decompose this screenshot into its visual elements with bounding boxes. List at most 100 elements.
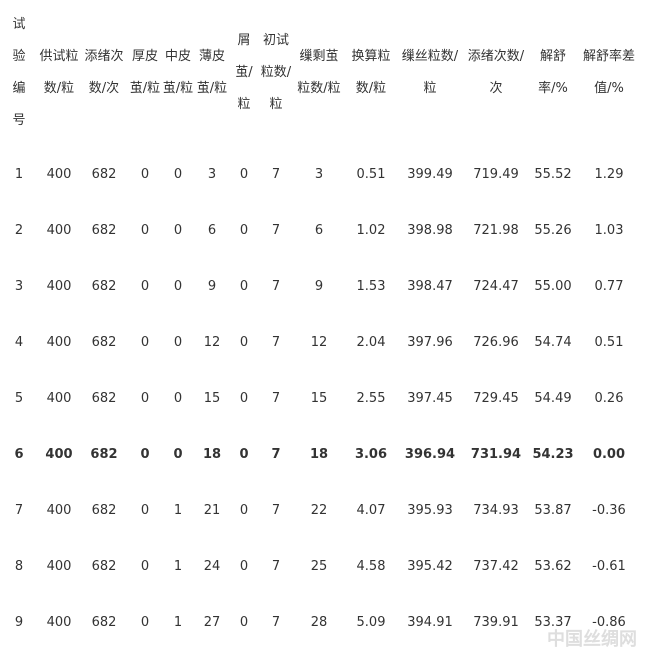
column-header: 初试粒数/粒 — [260, 33, 292, 112]
table-row: 2 400 682 0 0 6 0 7 6 1.02 398.98 721.98 55.26 1.03 — [0, 202, 642, 258]
column-header: 添绪次数/次 — [467, 49, 525, 96]
table-cell: 400 — [46, 502, 72, 518]
table-cell: 2.55 — [356, 390, 386, 406]
table-cell: 54.74 — [534, 334, 572, 350]
table-cell: 0 — [239, 558, 249, 574]
table-cell: 400 — [46, 222, 72, 238]
table-cell: 397.96 — [407, 334, 453, 350]
column-header: 缫丝粒数/粒 — [401, 49, 459, 96]
table-cell: 2.04 — [356, 334, 386, 350]
table-cell: 4 — [14, 334, 24, 350]
table-cell: 4.58 — [356, 558, 386, 574]
table-cell: 24 — [203, 558, 221, 574]
table-cell: 22 — [310, 502, 328, 518]
table-cell: 7 — [271, 278, 281, 294]
table-cell: 7 — [271, 390, 281, 406]
table-cell: 55.00 — [534, 278, 572, 294]
table-cell: 9 — [314, 278, 324, 294]
table-cell: 6 — [14, 446, 24, 462]
table-cell: 682 — [91, 390, 117, 406]
data-table: 试验编号 供试粒数/粒 添绪次数/次 厚皮茧/粒 中皮茧/粒 薄皮茧/粒 屑茧/粒 初试粒数/… — [0, 0, 642, 630]
column-header: 添绪次数/次 — [84, 49, 124, 96]
column-header: 解舒率/% — [538, 49, 568, 96]
table-row: 6 400 682 0 0 18 0 7 18 3.06 396.94 731.94 54.23 0.00 — [0, 426, 642, 482]
table-cell: 682 — [91, 166, 117, 182]
table-cell: 5.09 — [356, 614, 386, 630]
table-cell: 400 — [45, 446, 73, 462]
table-cell: 0.00 — [592, 446, 626, 462]
table-cell: 55.26 — [534, 222, 572, 238]
table-cell: 0 — [140, 558, 150, 574]
table-cell: 0 — [239, 222, 249, 238]
table-cell: 0.51 — [356, 166, 386, 182]
table-cell: 0 — [239, 278, 249, 294]
table-cell: 0 — [173, 390, 183, 406]
table-cell: 719.49 — [473, 166, 519, 182]
table-cell: 5 — [14, 390, 24, 406]
table-cell: 8 — [14, 558, 24, 574]
table-cell: 400 — [46, 558, 72, 574]
table-cell: 0 — [239, 166, 249, 182]
table-cell: 1 — [173, 558, 183, 574]
table-cell: 53.62 — [534, 558, 572, 574]
table-cell: 25 — [310, 558, 328, 574]
column-header: 屑茧/粒 — [235, 33, 253, 112]
table-cell: 1.53 — [356, 278, 386, 294]
table-cell: 7 — [271, 558, 281, 574]
table-cell: 0 — [239, 502, 249, 518]
table-cell: 0 — [173, 222, 183, 238]
table-cell: -0.86 — [592, 614, 626, 630]
table-cell: 7 — [271, 166, 281, 182]
table-cell: 2 — [14, 222, 24, 238]
table-cell: 12 — [310, 334, 328, 350]
table-cell: 0.51 — [594, 334, 624, 350]
table-cell: 7 — [271, 502, 281, 518]
table-cell: 400 — [46, 166, 72, 182]
table-cell: 7 — [271, 222, 281, 238]
table-cell: 737.42 — [473, 558, 519, 574]
table-cell: 682 — [90, 446, 118, 462]
column-header: 解舒率差值/% — [582, 49, 635, 96]
column-header: 薄皮茧/粒 — [196, 49, 228, 96]
table-cell: 682 — [91, 614, 117, 630]
header-row: 试验编号 供试粒数/粒 添绪次数/次 厚皮茧/粒 中皮茧/粒 薄皮茧/粒 屑茧/粒 初试粒数/… — [0, 0, 642, 146]
table-cell: 726.96 — [473, 334, 519, 350]
table-cell: 3.06 — [354, 446, 388, 462]
table-cell: 400 — [46, 390, 72, 406]
table-cell: 1.29 — [594, 166, 624, 182]
table-cell: 0 — [173, 334, 183, 350]
table-cell: 0 — [140, 278, 150, 294]
table-cell: 0.77 — [594, 278, 624, 294]
table-cell: 9 — [14, 614, 24, 630]
table-cell: 3 — [314, 166, 324, 182]
table-cell: 0.26 — [594, 390, 624, 406]
table-cell: 53.37 — [534, 614, 572, 630]
table-row: 8 400 682 0 1 24 0 7 25 4.58 395.42 737.42 53.62 -0.6… — [0, 538, 642, 594]
table-row: 1 400 682 0 0 3 0 7 3 0.51 399.49 719.49 55.52 1.29 — [0, 146, 642, 202]
table-cell: 400 — [46, 334, 72, 350]
table-cell: 0 — [140, 166, 150, 182]
table-cell: 0 — [173, 166, 183, 182]
table-cell: 53.87 — [534, 502, 572, 518]
table-cell: 0 — [239, 446, 249, 462]
column-header: 换算粒数/粒 — [351, 49, 391, 96]
table-cell: 395.42 — [407, 558, 453, 574]
table-cell: 7 — [271, 446, 281, 462]
table-cell: 7 — [14, 502, 24, 518]
table-cell: 0 — [239, 390, 249, 406]
table-cell: 734.93 — [473, 502, 519, 518]
table-cell: 1 — [173, 614, 183, 630]
table-cell: 731.94 — [470, 446, 522, 462]
table-cell: 399.49 — [407, 166, 453, 182]
table-cell: 3 — [207, 166, 217, 182]
table-cell: 28 — [310, 614, 328, 630]
table-cell: 12 — [203, 334, 221, 350]
table-cell: 0 — [140, 222, 150, 238]
table-cell: 721.98 — [473, 222, 519, 238]
table-cell: 739.91 — [473, 614, 519, 630]
table-cell: 9 — [207, 278, 217, 294]
table-cell: 0 — [173, 278, 183, 294]
table-cell: 18 — [202, 446, 222, 462]
table-cell: 724.47 — [473, 278, 519, 294]
